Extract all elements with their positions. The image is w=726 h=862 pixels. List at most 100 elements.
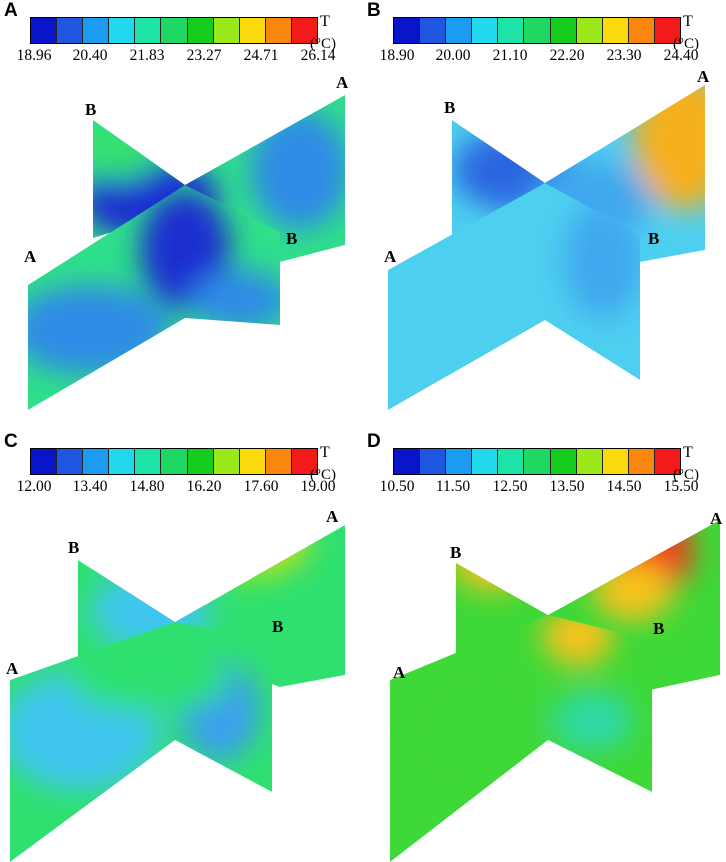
front-section xyxy=(390,615,652,862)
panel-letter: B xyxy=(367,0,381,21)
section-label: B xyxy=(450,543,461,562)
colorbar-segment xyxy=(291,449,318,474)
colorbar-quantity: T xyxy=(320,444,330,461)
front-section xyxy=(28,185,280,410)
temperature-region xyxy=(563,200,640,320)
temperature-region xyxy=(456,531,533,591)
temperature-region xyxy=(593,561,673,621)
colorbar-unit: (°C) xyxy=(310,467,336,483)
tick-label: 14.50 xyxy=(606,478,642,495)
cross-section-plot: A B A B xyxy=(384,67,710,410)
colorbar-segment xyxy=(446,18,473,43)
panel-b: B 18.90 20.00 21.10 22.20 23.30 24.40 T … xyxy=(363,0,726,431)
section-label: B xyxy=(444,98,455,117)
colorbar-segment xyxy=(135,449,162,474)
colorbar xyxy=(30,448,318,475)
temperature-region xyxy=(423,691,543,771)
colorbar-segment xyxy=(394,449,421,474)
colorbar-segment xyxy=(472,18,499,43)
colorbar-segment xyxy=(576,18,603,43)
colorbar-segment xyxy=(420,449,447,474)
section-label: B xyxy=(68,538,79,557)
colorbar-segment xyxy=(161,18,188,43)
front-section xyxy=(388,183,640,410)
colorbar-segment xyxy=(31,449,58,474)
colorbar-quantity: T xyxy=(683,13,693,30)
section-label: B xyxy=(286,229,297,248)
colorbar-segment xyxy=(57,449,84,474)
colorbar-segment xyxy=(446,449,473,474)
tick-label: 23.30 xyxy=(606,47,642,64)
colorbar xyxy=(393,448,681,475)
section-label: A xyxy=(710,509,723,528)
colorbar-segment xyxy=(498,449,525,474)
colorbar-segment xyxy=(654,449,681,474)
colorbar-unit: (°C) xyxy=(673,467,699,483)
tick-label: 14.80 xyxy=(129,478,165,495)
colorbar-segment xyxy=(109,18,136,43)
tick-label: 12.50 xyxy=(492,478,528,495)
colorbar-segment xyxy=(654,18,681,43)
tick-label: 21.10 xyxy=(492,47,528,64)
colorbar-unit: (°C) xyxy=(310,36,336,52)
tick-label: 24.40 xyxy=(663,47,699,64)
colorbar-ticks: 18.96 20.40 21.83 23.27 24.71 26.14 xyxy=(16,47,336,67)
temperature-region xyxy=(190,525,310,581)
tick-label: 13.40 xyxy=(72,478,108,495)
colorbar-segment xyxy=(135,18,162,43)
colorbar-segment xyxy=(213,449,240,474)
colorbar-segment xyxy=(239,18,266,43)
colorbar-unit: (°C) xyxy=(673,36,699,52)
tick-label: 15.50 xyxy=(663,478,699,495)
colorbar-segment xyxy=(187,449,214,474)
colorbar-segment xyxy=(187,18,214,43)
colorbar-segment xyxy=(550,18,577,43)
colorbar-segment xyxy=(83,449,110,474)
tick-label: 23.27 xyxy=(186,47,222,64)
colorbar-segment xyxy=(576,449,603,474)
colorbar-segment xyxy=(628,449,655,474)
tick-label: 19.00 xyxy=(300,478,336,495)
tick-label: 22.20 xyxy=(549,47,585,64)
temperature-region xyxy=(28,285,170,375)
colorbar-segment xyxy=(524,449,551,474)
panel-d: D 10.50 11.50 12.50 13.50 14.50 15.50 T … xyxy=(363,431,726,862)
cross-section-plot: A B A B xyxy=(24,73,349,410)
colorbar-segment xyxy=(472,449,499,474)
section-label: A xyxy=(326,507,339,526)
colorbar-segment xyxy=(239,449,266,474)
tick-label: 20.00 xyxy=(435,47,471,64)
colorbar-segment xyxy=(498,18,525,43)
colorbar-segment xyxy=(602,18,629,43)
tick-label: 18.96 xyxy=(16,47,52,64)
colorbar-segment xyxy=(394,18,421,43)
section-label: A xyxy=(393,663,406,682)
colorbar xyxy=(30,17,318,44)
tick-label: 13.50 xyxy=(549,478,585,495)
tick-label: 21.83 xyxy=(129,47,165,64)
colorbar-segment xyxy=(602,449,629,474)
cross-section-plot: A B A B xyxy=(390,509,723,862)
temperature-region xyxy=(250,110,345,230)
colorbar-ticks: 10.50 11.50 12.50 13.50 14.50 15.50 xyxy=(379,478,699,498)
section-label: A xyxy=(336,73,349,92)
section-label: B xyxy=(653,619,664,638)
colorbar-segment xyxy=(265,449,292,474)
colorbar-segment xyxy=(628,18,655,43)
colorbar-segment xyxy=(213,18,240,43)
section-label: B xyxy=(85,100,96,119)
panel-c: C 12.00 13.40 14.80 16.20 17.60 19.00 T … xyxy=(0,431,363,862)
panel-letter: C xyxy=(4,431,18,452)
colorbar-segment xyxy=(291,18,318,43)
colorbar-ticks: 18.90 20.00 21.10 22.20 23.30 24.40 xyxy=(380,47,699,67)
panel-letter: D xyxy=(367,431,381,452)
tick-label: 11.50 xyxy=(435,478,471,495)
section-label: A xyxy=(384,247,397,266)
colorbar-segment xyxy=(31,18,58,43)
tick-label: 12.00 xyxy=(16,478,52,495)
section-label: A xyxy=(6,659,19,678)
colorbar-segment xyxy=(161,449,188,474)
section-label: A xyxy=(697,67,710,86)
colorbar-ticks: 12.00 13.40 14.80 16.20 17.60 19.00 xyxy=(16,478,336,498)
tick-label: 10.50 xyxy=(379,478,415,495)
